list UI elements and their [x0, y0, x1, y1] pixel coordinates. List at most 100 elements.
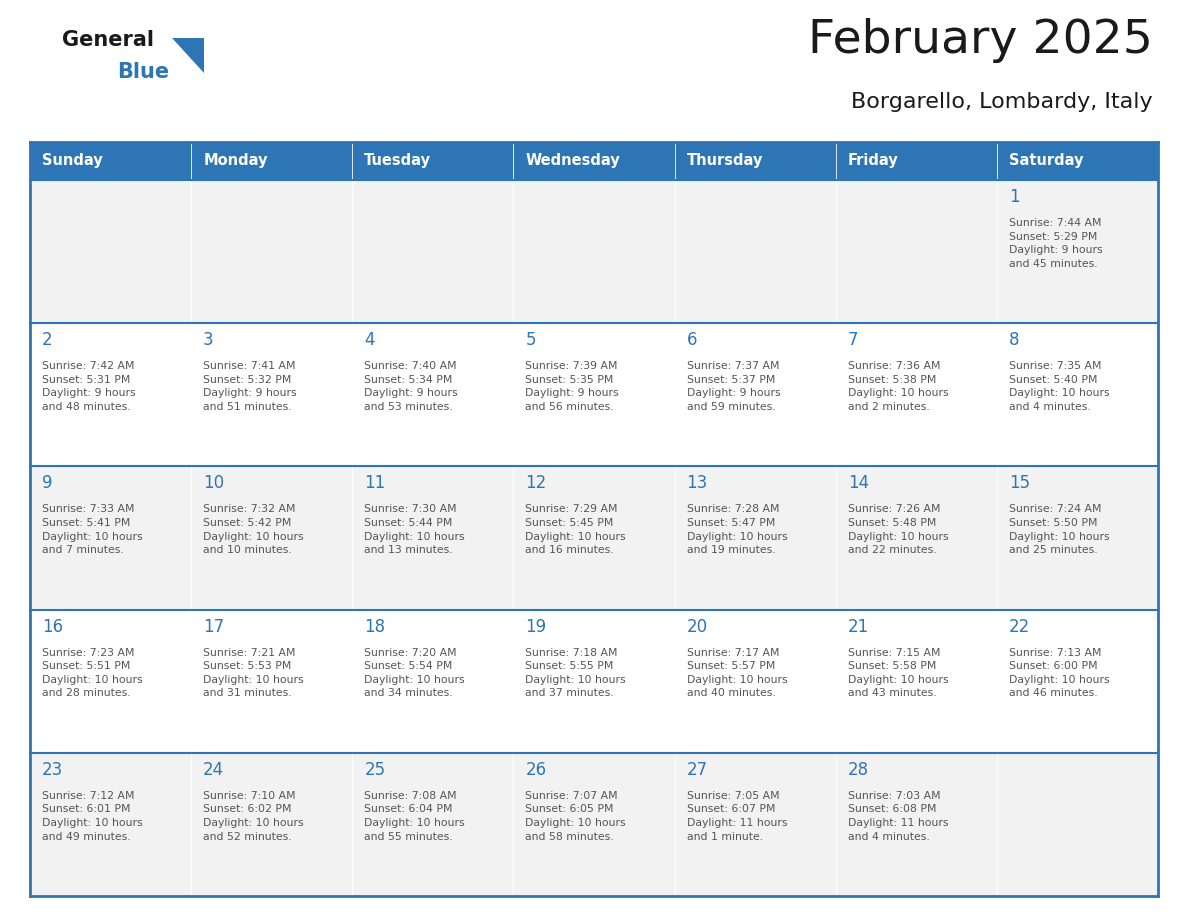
Text: 16: 16: [42, 618, 63, 635]
Text: February 2025: February 2025: [808, 18, 1154, 63]
Text: Saturday: Saturday: [1009, 153, 1083, 169]
Text: Sunrise: 7:12 AM
Sunset: 6:01 PM
Daylight: 10 hours
and 49 minutes.: Sunrise: 7:12 AM Sunset: 6:01 PM Dayligh…: [42, 790, 143, 842]
Text: 21: 21: [848, 618, 868, 635]
Text: Sunrise: 7:03 AM
Sunset: 6:08 PM
Daylight: 11 hours
and 4 minutes.: Sunrise: 7:03 AM Sunset: 6:08 PM Dayligh…: [848, 790, 948, 842]
Text: Sunrise: 7:05 AM
Sunset: 6:07 PM
Daylight: 11 hours
and 1 minute.: Sunrise: 7:05 AM Sunset: 6:07 PM Dayligh…: [687, 790, 788, 842]
Text: 11: 11: [365, 475, 386, 492]
Text: Sunrise: 7:18 AM
Sunset: 5:55 PM
Daylight: 10 hours
and 37 minutes.: Sunrise: 7:18 AM Sunset: 5:55 PM Dayligh…: [525, 647, 626, 699]
Bar: [513, 142, 675, 180]
Bar: [997, 466, 1158, 610]
Polygon shape: [172, 38, 204, 73]
Bar: [30, 323, 191, 466]
Bar: [513, 610, 675, 753]
Text: Friday: Friday: [848, 153, 898, 169]
Text: Sunrise: 7:21 AM
Sunset: 5:53 PM
Daylight: 10 hours
and 31 minutes.: Sunrise: 7:21 AM Sunset: 5:53 PM Dayligh…: [203, 647, 304, 699]
Bar: [353, 142, 513, 180]
Text: Sunrise: 7:37 AM
Sunset: 5:37 PM
Daylight: 9 hours
and 59 minutes.: Sunrise: 7:37 AM Sunset: 5:37 PM Dayligh…: [687, 361, 781, 412]
Text: 7: 7: [848, 331, 858, 349]
Text: 13: 13: [687, 475, 708, 492]
Text: Borgarello, Lombardy, Italy: Borgarello, Lombardy, Italy: [852, 92, 1154, 112]
Text: Wednesday: Wednesday: [525, 153, 620, 169]
Bar: [191, 466, 353, 610]
Text: 2: 2: [42, 331, 52, 349]
Text: Sunrise: 7:36 AM
Sunset: 5:38 PM
Daylight: 10 hours
and 2 minutes.: Sunrise: 7:36 AM Sunset: 5:38 PM Dayligh…: [848, 361, 948, 412]
Bar: [30, 180, 191, 323]
Bar: [513, 323, 675, 466]
Text: 27: 27: [687, 761, 708, 778]
Text: Sunrise: 7:20 AM
Sunset: 5:54 PM
Daylight: 10 hours
and 34 minutes.: Sunrise: 7:20 AM Sunset: 5:54 PM Dayligh…: [365, 647, 465, 699]
Bar: [353, 753, 513, 896]
Text: 19: 19: [525, 618, 546, 635]
Text: 28: 28: [848, 761, 868, 778]
Bar: [191, 753, 353, 896]
Text: Sunrise: 7:29 AM
Sunset: 5:45 PM
Daylight: 10 hours
and 16 minutes.: Sunrise: 7:29 AM Sunset: 5:45 PM Dayligh…: [525, 504, 626, 555]
Bar: [675, 142, 835, 180]
Text: 1: 1: [1009, 188, 1019, 206]
Bar: [835, 753, 997, 896]
Text: 17: 17: [203, 618, 225, 635]
Bar: [835, 610, 997, 753]
Text: Sunrise: 7:13 AM
Sunset: 6:00 PM
Daylight: 10 hours
and 46 minutes.: Sunrise: 7:13 AM Sunset: 6:00 PM Dayligh…: [1009, 647, 1110, 699]
Text: General: General: [62, 30, 154, 50]
Bar: [353, 466, 513, 610]
Bar: [997, 180, 1158, 323]
Text: Sunday: Sunday: [42, 153, 102, 169]
Text: Sunrise: 7:07 AM
Sunset: 6:05 PM
Daylight: 10 hours
and 58 minutes.: Sunrise: 7:07 AM Sunset: 6:05 PM Dayligh…: [525, 790, 626, 842]
Text: Thursday: Thursday: [687, 153, 763, 169]
Bar: [191, 610, 353, 753]
Text: Sunrise: 7:44 AM
Sunset: 5:29 PM
Daylight: 9 hours
and 45 minutes.: Sunrise: 7:44 AM Sunset: 5:29 PM Dayligh…: [1009, 218, 1102, 269]
Text: Sunrise: 7:35 AM
Sunset: 5:40 PM
Daylight: 10 hours
and 4 minutes.: Sunrise: 7:35 AM Sunset: 5:40 PM Dayligh…: [1009, 361, 1110, 412]
Text: Sunrise: 7:32 AM
Sunset: 5:42 PM
Daylight: 10 hours
and 10 minutes.: Sunrise: 7:32 AM Sunset: 5:42 PM Dayligh…: [203, 504, 304, 555]
Bar: [835, 142, 997, 180]
Bar: [30, 466, 191, 610]
Text: Sunrise: 7:40 AM
Sunset: 5:34 PM
Daylight: 9 hours
and 53 minutes.: Sunrise: 7:40 AM Sunset: 5:34 PM Dayligh…: [365, 361, 457, 412]
Bar: [191, 323, 353, 466]
Text: 22: 22: [1009, 618, 1030, 635]
Text: 18: 18: [365, 618, 385, 635]
Bar: [30, 610, 191, 753]
Bar: [675, 180, 835, 323]
Bar: [513, 180, 675, 323]
Text: 20: 20: [687, 618, 708, 635]
Text: 8: 8: [1009, 331, 1019, 349]
Bar: [675, 466, 835, 610]
Bar: [835, 180, 997, 323]
Bar: [997, 610, 1158, 753]
Text: Monday: Monday: [203, 153, 267, 169]
Text: 12: 12: [525, 475, 546, 492]
Text: 14: 14: [848, 475, 868, 492]
Bar: [513, 753, 675, 896]
Bar: [191, 142, 353, 180]
Text: Sunrise: 7:30 AM
Sunset: 5:44 PM
Daylight: 10 hours
and 13 minutes.: Sunrise: 7:30 AM Sunset: 5:44 PM Dayligh…: [365, 504, 465, 555]
Bar: [835, 323, 997, 466]
Bar: [675, 323, 835, 466]
Text: 4: 4: [365, 331, 374, 349]
Bar: [675, 610, 835, 753]
Text: 24: 24: [203, 761, 225, 778]
Text: Sunrise: 7:10 AM
Sunset: 6:02 PM
Daylight: 10 hours
and 52 minutes.: Sunrise: 7:10 AM Sunset: 6:02 PM Dayligh…: [203, 790, 304, 842]
Text: Sunrise: 7:41 AM
Sunset: 5:32 PM
Daylight: 9 hours
and 51 minutes.: Sunrise: 7:41 AM Sunset: 5:32 PM Dayligh…: [203, 361, 297, 412]
Text: 25: 25: [365, 761, 385, 778]
Text: Sunrise: 7:15 AM
Sunset: 5:58 PM
Daylight: 10 hours
and 43 minutes.: Sunrise: 7:15 AM Sunset: 5:58 PM Dayligh…: [848, 647, 948, 699]
Text: Sunrise: 7:39 AM
Sunset: 5:35 PM
Daylight: 9 hours
and 56 minutes.: Sunrise: 7:39 AM Sunset: 5:35 PM Dayligh…: [525, 361, 619, 412]
Bar: [353, 180, 513, 323]
Bar: [191, 180, 353, 323]
Text: Sunrise: 7:08 AM
Sunset: 6:04 PM
Daylight: 10 hours
and 55 minutes.: Sunrise: 7:08 AM Sunset: 6:04 PM Dayligh…: [365, 790, 465, 842]
Text: 23: 23: [42, 761, 63, 778]
Bar: [30, 142, 191, 180]
Text: Sunrise: 7:33 AM
Sunset: 5:41 PM
Daylight: 10 hours
and 7 minutes.: Sunrise: 7:33 AM Sunset: 5:41 PM Dayligh…: [42, 504, 143, 555]
Text: Sunrise: 7:42 AM
Sunset: 5:31 PM
Daylight: 9 hours
and 48 minutes.: Sunrise: 7:42 AM Sunset: 5:31 PM Dayligh…: [42, 361, 135, 412]
Text: Sunrise: 7:17 AM
Sunset: 5:57 PM
Daylight: 10 hours
and 40 minutes.: Sunrise: 7:17 AM Sunset: 5:57 PM Dayligh…: [687, 647, 788, 699]
Text: 15: 15: [1009, 475, 1030, 492]
Text: Sunrise: 7:26 AM
Sunset: 5:48 PM
Daylight: 10 hours
and 22 minutes.: Sunrise: 7:26 AM Sunset: 5:48 PM Dayligh…: [848, 504, 948, 555]
Bar: [353, 323, 513, 466]
Text: 10: 10: [203, 475, 225, 492]
Text: Blue: Blue: [116, 62, 169, 82]
Bar: [30, 753, 191, 896]
Text: 3: 3: [203, 331, 214, 349]
Text: 5: 5: [525, 331, 536, 349]
Bar: [675, 753, 835, 896]
Text: Sunrise: 7:24 AM
Sunset: 5:50 PM
Daylight: 10 hours
and 25 minutes.: Sunrise: 7:24 AM Sunset: 5:50 PM Dayligh…: [1009, 504, 1110, 555]
Bar: [353, 610, 513, 753]
Text: Sunrise: 7:23 AM
Sunset: 5:51 PM
Daylight: 10 hours
and 28 minutes.: Sunrise: 7:23 AM Sunset: 5:51 PM Dayligh…: [42, 647, 143, 699]
